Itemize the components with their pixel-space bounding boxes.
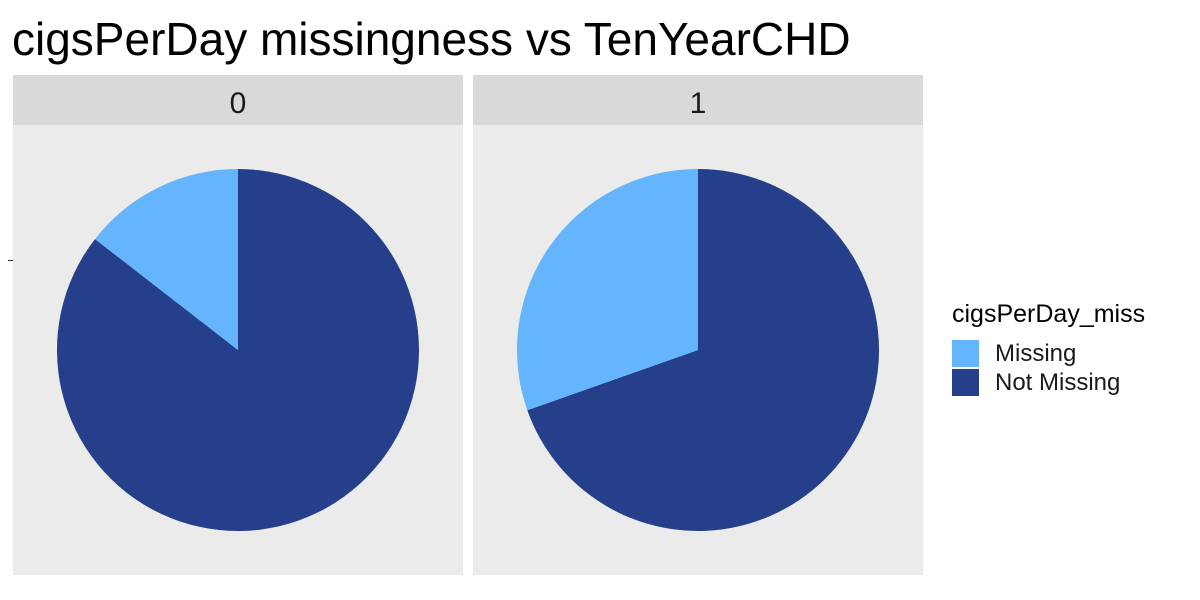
chart-title: cigsPerDay missingness vs TenYearCHD <box>12 13 851 65</box>
legend: cigsPerDay_miss Missing Not Missing <box>952 300 1145 397</box>
legend-key-not-missing <box>952 369 979 396</box>
legend-label-not-missing: Not Missing <box>995 368 1121 396</box>
pie-slice-0-missing <box>94 169 239 350</box>
legend-item-not-missing: Not Missing <box>952 368 1145 397</box>
legend-key-missing <box>952 340 979 367</box>
pie-slice-1-missing <box>517 169 698 411</box>
legend-title: cigsPerDay_miss <box>952 300 1146 328</box>
facet-strip-0: 0 <box>13 75 463 125</box>
pie-slice-1-not-missing <box>527 169 879 532</box>
facet-strip-1: 1 <box>473 75 923 125</box>
y-axis-tick <box>8 260 13 261</box>
legend-label-missing: Missing <box>995 339 1077 367</box>
legend-item-missing: Missing <box>952 339 1145 368</box>
